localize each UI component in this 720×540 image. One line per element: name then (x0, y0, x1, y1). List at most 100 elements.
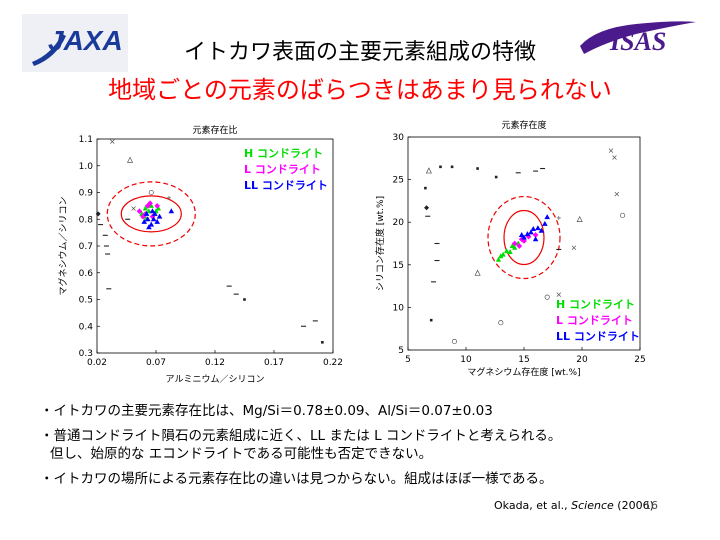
scatter-point-x (571, 245, 577, 251)
scatter-point-triangle (425, 167, 432, 174)
x-tick-label: 5 (405, 355, 411, 365)
scatter-point-dot (494, 175, 498, 179)
cluster-point-ll (152, 210, 158, 216)
legend-entry: L コンドライト (244, 163, 321, 176)
cluster-point-ll (538, 227, 545, 233)
y-tick-label: 25 (393, 176, 404, 186)
scatter-point-x (608, 148, 614, 153)
y-axis-label: マグネシウム／シリコン (57, 196, 69, 295)
jaxa-logo: JAXA (22, 14, 128, 72)
cluster-point-l (136, 208, 143, 215)
cluster-point-l (532, 232, 539, 238)
cluster-point-ll (149, 208, 156, 214)
scatter-point-dot (424, 186, 427, 190)
y-tick-label: 15 (393, 261, 404, 271)
page-number: 16 (644, 499, 658, 512)
jaxa-logo-text: JAXA (48, 25, 123, 56)
y-axis-label: シリコン存在度 [wt.%] (374, 196, 386, 291)
cluster-point-ll (154, 218, 160, 224)
legend-entry: L コンドライト (556, 314, 633, 327)
page-title: イトカワ表面の主要元素組成の特徴 (183, 40, 536, 65)
cluster-point-h (512, 244, 518, 250)
scatter-point-circle (544, 294, 550, 300)
isas-logo-text: ISAS (609, 27, 666, 56)
x-tick-label: 0.12 (205, 358, 225, 368)
charts-canvas: 元素存在比 0.02 0.07 0.12 0.17 0.22 0.3 0.4 0.5 0.6 0.7… (57, 119, 646, 385)
y-tick-label: 1.1 (79, 135, 93, 145)
x-axis-label: アルミニウム／シリコン (166, 374, 265, 385)
inner-ellipse (120, 195, 182, 233)
legend-entry: LL コンドライト (556, 330, 640, 343)
y-tick-label: 0.8 (79, 215, 94, 225)
x-tick-label: 10 (460, 355, 472, 365)
chart-title: 元素存在比 (192, 124, 237, 136)
outer-ellipse (106, 181, 196, 247)
cluster-point-ll (530, 226, 537, 232)
x-tick-label: 25 (634, 355, 645, 365)
cluster-point-l (154, 203, 161, 209)
bullet-2: ・普通コンドライト隕石の元素組成に近く、LL または L コンドライトと考えられ… (40, 428, 562, 444)
legend-entry: H コンドライト (556, 298, 635, 311)
x-axis-label: マグネシウム存在度 [wt.%] (467, 366, 580, 378)
y-tick-label: 5 (398, 346, 404, 356)
y-tick-label: 0.4 (79, 322, 94, 332)
scatter-point-dot (439, 165, 442, 169)
cluster-point-ll (148, 221, 155, 227)
outer-ellipse (487, 195, 561, 280)
scatter-point-circle (498, 320, 504, 326)
scatter-point-triangle (126, 156, 134, 163)
scatter-point-dot (243, 298, 246, 301)
y-tick-label: 0.9 (79, 189, 94, 199)
inner-ellipse (503, 209, 545, 266)
cluster-point-ll (156, 213, 163, 219)
cluster-point-ll (532, 236, 539, 242)
chart-element-abundance: 元素存在度 5 10 15 20 25 5 10 15 20 25 30 マグネシウム存在度 [wt.%… (374, 119, 646, 378)
bullet-list: ・イトカワの主要元素存在比は、Mg/Si＝0.78±0.09、Al/Si＝0.0… (40, 402, 700, 495)
cluster-point-ll (143, 210, 150, 216)
y-tick-label: 10 (393, 303, 405, 313)
cluster-point-ll (150, 216, 157, 222)
bullet-3: ・イトカワの場所による元素存在比の違いは見つからない。組成はほぼ一様である。 (40, 471, 553, 487)
scatter-point-circle (620, 212, 626, 218)
y-tick-label: 1.0 (79, 162, 94, 172)
cluster-point-h (148, 202, 154, 208)
cluster-point-ll (144, 216, 151, 222)
bullet-1: ・イトカワの主要元素存在比は、Mg/Si＝0.78±0.09、Al/Si＝0.0… (40, 403, 493, 419)
legend-entry: LL コンドライト (244, 179, 328, 192)
cluster-point-ll (168, 208, 175, 214)
cluster-point-h (500, 251, 506, 257)
scatter-point-circle (148, 189, 154, 196)
x-tick-label: 15 (518, 355, 529, 365)
x-tick-label: 0.07 (146, 358, 166, 368)
scatter-point-x (131, 206, 136, 211)
page-subtitle: 地域ごとの元素のばらつきはあまり見られない (108, 76, 612, 104)
scatter-point-x (110, 139, 115, 144)
x-tick-label: 20 (576, 355, 588, 365)
citation: Okada, et al., Science (2006) (494, 499, 654, 512)
isas-logo: ISAS (580, 21, 696, 56)
citation-authors: Okada, et al., (494, 499, 572, 512)
bullet-2-continuation: 但し、始原的な エコンドライトである可能性も否定できない。 (50, 446, 433, 462)
y-tick-label: 0.6 (79, 269, 94, 279)
cluster-point-h (498, 253, 504, 259)
cluster-point-l (147, 200, 153, 207)
scatter-point-dot (321, 341, 324, 344)
y-tick-label: 0.5 (79, 296, 93, 306)
cluster-point-h (504, 248, 510, 254)
scatter-point-dot (476, 167, 479, 170)
cluster-point-ll (535, 225, 541, 231)
cluster-point-h (155, 205, 161, 211)
y-tick-label: 20 (393, 218, 405, 228)
chart-element-ratio: 元素存在比 0.02 0.07 0.12 0.17 0.22 0.3 0.4 0.5 0.6 0.7… (57, 124, 343, 385)
citation-journal: Science (571, 499, 614, 512)
cluster-point-ll (544, 214, 550, 220)
cluster-point-ll (542, 220, 548, 226)
scatter-point-diamond (424, 205, 430, 211)
x-tick-label: 0.22 (323, 358, 343, 368)
y-tick-label: 30 (393, 133, 405, 143)
scatter-point-x (556, 292, 562, 297)
cluster-point-ll (524, 231, 531, 237)
y-tick-label: 0.3 (79, 349, 93, 359)
cluster-point-ll (518, 231, 525, 237)
scatter-point-triangle (474, 269, 481, 276)
